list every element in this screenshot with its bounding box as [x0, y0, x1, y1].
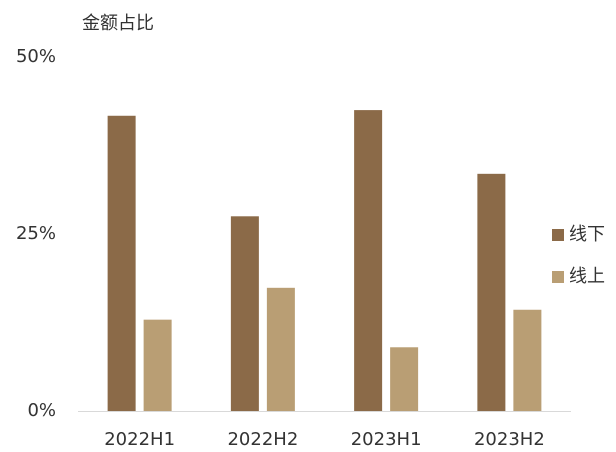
- bar: [107, 115, 136, 411]
- bar: [477, 173, 506, 411]
- y-axis-title: 金额占比: [82, 13, 154, 34]
- legend-label: 线上: [569, 266, 605, 287]
- legend-swatch: [552, 271, 564, 283]
- bar: [513, 309, 542, 411]
- bar: [266, 287, 295, 411]
- y-tick-label: 0%: [27, 400, 56, 421]
- x-tick-label: 2023H2: [474, 429, 545, 450]
- x-tick-label: 2023H1: [351, 429, 422, 450]
- legend-label: 线下: [569, 224, 605, 245]
- x-tick-label: 2022H1: [104, 429, 175, 450]
- bar: [143, 319, 172, 411]
- y-tick-label: 25%: [16, 223, 56, 244]
- y-tick-label: 50%: [16, 46, 56, 67]
- bar: [354, 110, 383, 411]
- legend-swatch: [552, 229, 564, 241]
- bar: [230, 216, 259, 411]
- bar: [390, 347, 419, 411]
- x-tick-label: 2022H2: [227, 429, 298, 450]
